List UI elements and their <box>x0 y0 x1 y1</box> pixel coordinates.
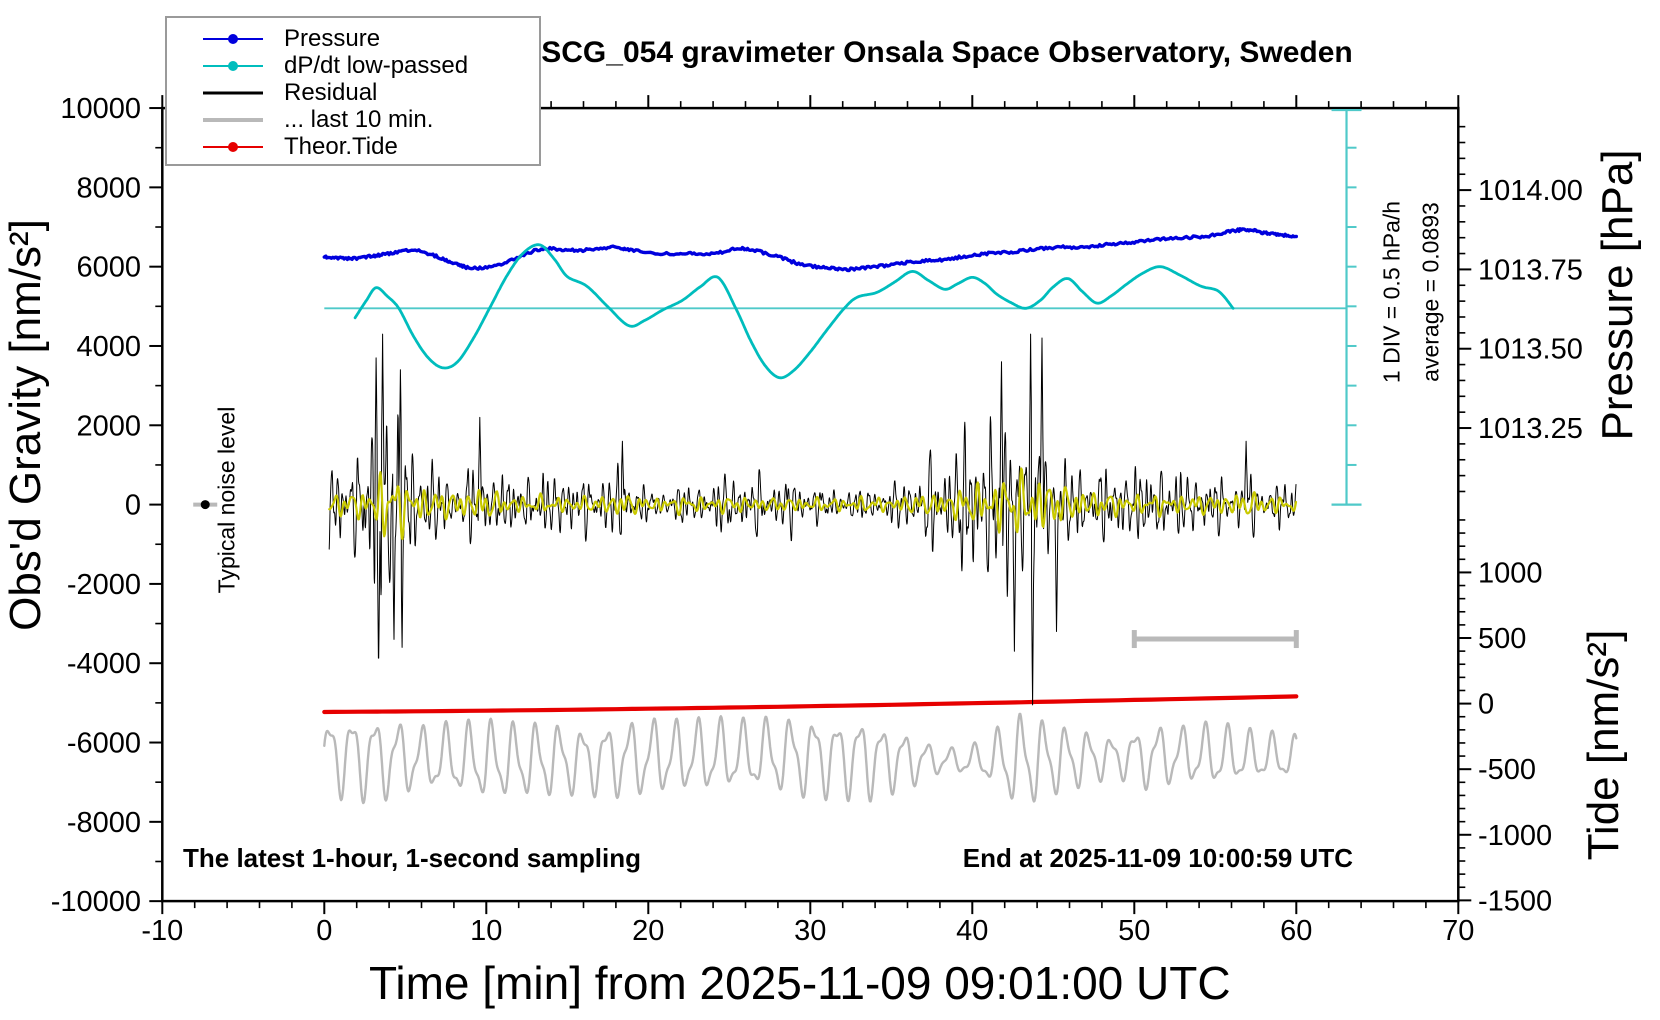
legend-label: ... last 10 min. <box>284 106 434 133</box>
svg-text:6000: 6000 <box>76 252 141 284</box>
legend-item-residual: Residual <box>167 79 539 106</box>
x-axis-label: Time [min] from 2025-11-09 09:01:00 UTC <box>369 957 1231 1009</box>
svg-text:1013.75: 1013.75 <box>1478 254 1583 286</box>
svg-text:10: 10 <box>470 915 502 947</box>
y-left-ticks: 10000 8000 6000 4000 2000 0 -2000 -4000 -6000 -80… <box>51 93 163 918</box>
svg-text:2000: 2000 <box>76 410 141 442</box>
annotation-sampling: The latest 1-hour, 1-second sampling <box>183 843 641 873</box>
legend-label: dP/dt low-passed <box>284 52 469 79</box>
svg-text:1013.25: 1013.25 <box>1478 413 1583 445</box>
svg-text:0: 0 <box>1478 689 1494 721</box>
svg-text:0: 0 <box>316 915 332 947</box>
svg-text:50: 50 <box>1118 915 1150 947</box>
last10-line-icon <box>203 117 263 122</box>
svg-text:-1000: -1000 <box>1478 820 1552 852</box>
y-axis-label-pressure: Pressure [hPa] <box>1593 149 1642 441</box>
legend-label: Theor.Tide <box>284 133 398 160</box>
svg-text:1013.50: 1013.50 <box>1478 334 1583 366</box>
svg-text:60: 60 <box>1280 915 1312 947</box>
svg-text:-500: -500 <box>1478 754 1536 786</box>
svg-text:0: 0 <box>125 490 141 522</box>
page-title: SCG_054 gravimeter Onsala Space Observat… <box>541 36 1353 69</box>
theor-tide-line-icon <box>203 141 263 152</box>
svg-text:8000: 8000 <box>76 172 141 204</box>
legend-box: Pressure dP/dt low-passed Residual ... l… <box>165 16 541 166</box>
residual-line-icon <box>203 91 263 94</box>
svg-text:70: 70 <box>1442 915 1474 947</box>
annotation-noise-level: Typical noise level <box>213 406 240 594</box>
pressure-ticks: 1014.00 1013.75 1013.50 1013.25 <box>1458 125 1583 493</box>
svg-text:4000: 4000 <box>76 331 141 363</box>
series-residual <box>328 333 1297 706</box>
series-dpdt <box>353 243 1235 380</box>
svg-text:-8000: -8000 <box>67 807 141 839</box>
legend-item-dpdt: dP/dt low-passed <box>167 52 539 79</box>
svg-text:30: 30 <box>794 915 826 947</box>
last10-scale-bar <box>1131 630 1299 649</box>
annotation-end-time: End at 2025-11-09 10:00:59 UTC <box>962 843 1353 873</box>
tide-ticks: 1000 500 0 -500 -1000 -1500 <box>1458 519 1552 917</box>
noise-level-marker <box>193 500 218 510</box>
svg-text:-6000: -6000 <box>67 728 141 760</box>
svg-text:-10: -10 <box>141 915 183 947</box>
annotation-average: average = 0.0893 <box>1417 202 1444 382</box>
legend-label: Residual <box>284 79 378 106</box>
svg-text:-10000: -10000 <box>51 886 141 918</box>
svg-text:-2000: -2000 <box>67 569 141 601</box>
svg-text:1014.00: 1014.00 <box>1478 175 1583 207</box>
legend-label: Pressure <box>284 25 381 52</box>
legend-item-last10: ... last 10 min. <box>167 106 539 133</box>
annotation-div-scale: 1 DIV = 0.5 hPa/h <box>1378 200 1405 384</box>
svg-text:10000: 10000 <box>60 93 141 125</box>
series-pressure <box>322 227 1298 273</box>
svg-text:1000: 1000 <box>1478 557 1543 589</box>
div-scale-bar <box>1331 108 1362 506</box>
legend-item-pressure: Pressure <box>167 25 539 52</box>
y-axis-label-tide: Tide [nm/s²] <box>1579 629 1628 861</box>
x-axis-ticks: -10 0 10 20 30 40 50 60 70 <box>141 95 1474 947</box>
svg-text:500: 500 <box>1478 623 1526 655</box>
series-residual-lowpass <box>328 467 1298 541</box>
legend-item-theor-tide: Theor.Tide <box>167 133 539 160</box>
dpdt-line-icon <box>203 60 263 71</box>
y-axis-label-gravity: Obs'd Gravity [nm/s²] <box>1 219 50 631</box>
svg-text:40: 40 <box>956 915 988 947</box>
series-theor-tide <box>322 694 1299 715</box>
series-last10 <box>323 712 1298 805</box>
svg-text:20: 20 <box>632 915 664 947</box>
pressure-line-icon <box>203 33 263 44</box>
svg-text:-1500: -1500 <box>1478 885 1552 917</box>
svg-text:-4000: -4000 <box>67 648 141 680</box>
